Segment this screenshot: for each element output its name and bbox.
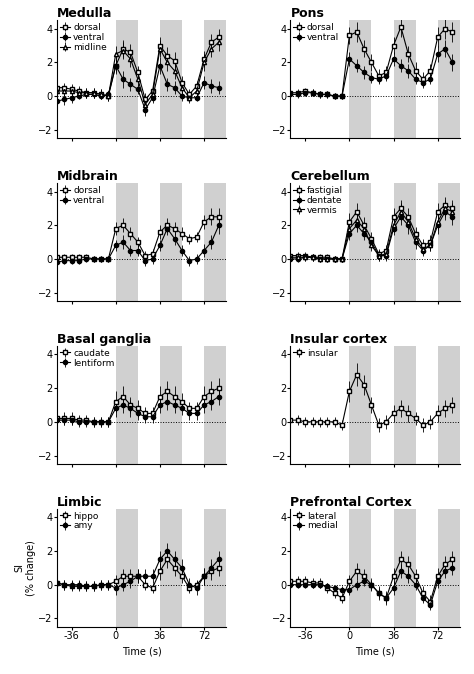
Bar (116, 509, 138, 627)
Bar (204, 183, 226, 301)
Legend: hippo, amy: hippo, amy (59, 511, 100, 531)
Bar (438, 346, 460, 464)
Text: Limbic: Limbic (57, 496, 102, 509)
Bar (116, 183, 138, 301)
Bar (393, 183, 416, 301)
Bar (393, 346, 416, 464)
Legend: insular: insular (292, 348, 338, 359)
Legend: dorsal, ventral: dorsal, ventral (292, 22, 340, 42)
Bar (349, 509, 372, 627)
Legend: lateral, medial: lateral, medial (292, 511, 338, 531)
Bar (349, 346, 372, 464)
Bar (349, 183, 372, 301)
Bar (160, 20, 182, 138)
Legend: fastigial, dentate, vermis: fastigial, dentate, vermis (292, 185, 344, 216)
Bar (204, 509, 226, 627)
Bar (160, 346, 182, 464)
Text: Prefrontal Cortex: Prefrontal Cortex (291, 496, 412, 509)
Bar (116, 20, 138, 138)
Text: Insular cortex: Insular cortex (291, 333, 388, 346)
Bar (160, 509, 182, 627)
Legend: caudate, lentiform: caudate, lentiform (59, 348, 115, 369)
X-axis label: Time (s): Time (s) (122, 646, 162, 656)
Bar (349, 20, 372, 138)
Bar (438, 509, 460, 627)
Text: Basal ganglia: Basal ganglia (57, 333, 151, 346)
Y-axis label: SI
(% change): SI (% change) (14, 540, 36, 596)
Legend: dorsal, ventral: dorsal, ventral (59, 185, 106, 206)
Text: Medulla: Medulla (57, 7, 112, 20)
Bar (116, 346, 138, 464)
X-axis label: Time (s): Time (s) (355, 646, 395, 656)
Bar (393, 20, 416, 138)
Legend: dorsal, ventral, midline: dorsal, ventral, midline (59, 22, 108, 53)
Bar (204, 20, 226, 138)
Bar (393, 509, 416, 627)
Bar (438, 183, 460, 301)
Text: Pons: Pons (291, 7, 324, 20)
Bar (160, 183, 182, 301)
Text: Midbrain: Midbrain (57, 170, 119, 183)
Text: Cerebellum: Cerebellum (291, 170, 370, 183)
Bar (438, 20, 460, 138)
Bar (204, 346, 226, 464)
